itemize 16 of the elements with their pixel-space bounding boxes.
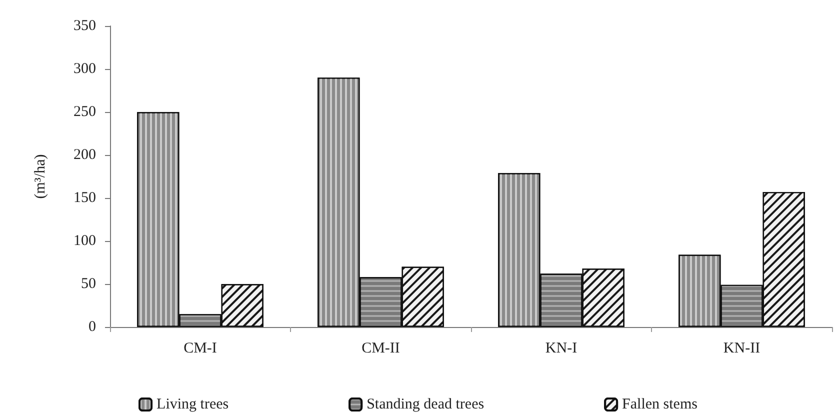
y-tick-label: 50 xyxy=(81,276,96,292)
x-tick-label: CM-II xyxy=(362,340,400,356)
y-tick-label: 250 xyxy=(74,104,96,120)
legend-label: Fallen stems xyxy=(622,396,698,412)
y-tick-label: 0 xyxy=(88,319,96,335)
y-tick-label: 150 xyxy=(74,190,96,206)
x-tick-label: KN-II xyxy=(723,340,760,356)
y-tick-label: 300 xyxy=(74,61,96,77)
y-tick-label: 350 xyxy=(74,18,96,34)
legend-label: Living trees xyxy=(156,396,229,412)
y-tick-label: 200 xyxy=(74,147,96,163)
y-tick-label: 100 xyxy=(74,233,96,249)
x-tick-label: CM-I xyxy=(184,340,217,356)
x-tick-label: KN-I xyxy=(545,340,578,356)
legend-label: Standing dead trees xyxy=(366,396,484,412)
y-axis-title: (m³/ha) xyxy=(32,154,48,199)
